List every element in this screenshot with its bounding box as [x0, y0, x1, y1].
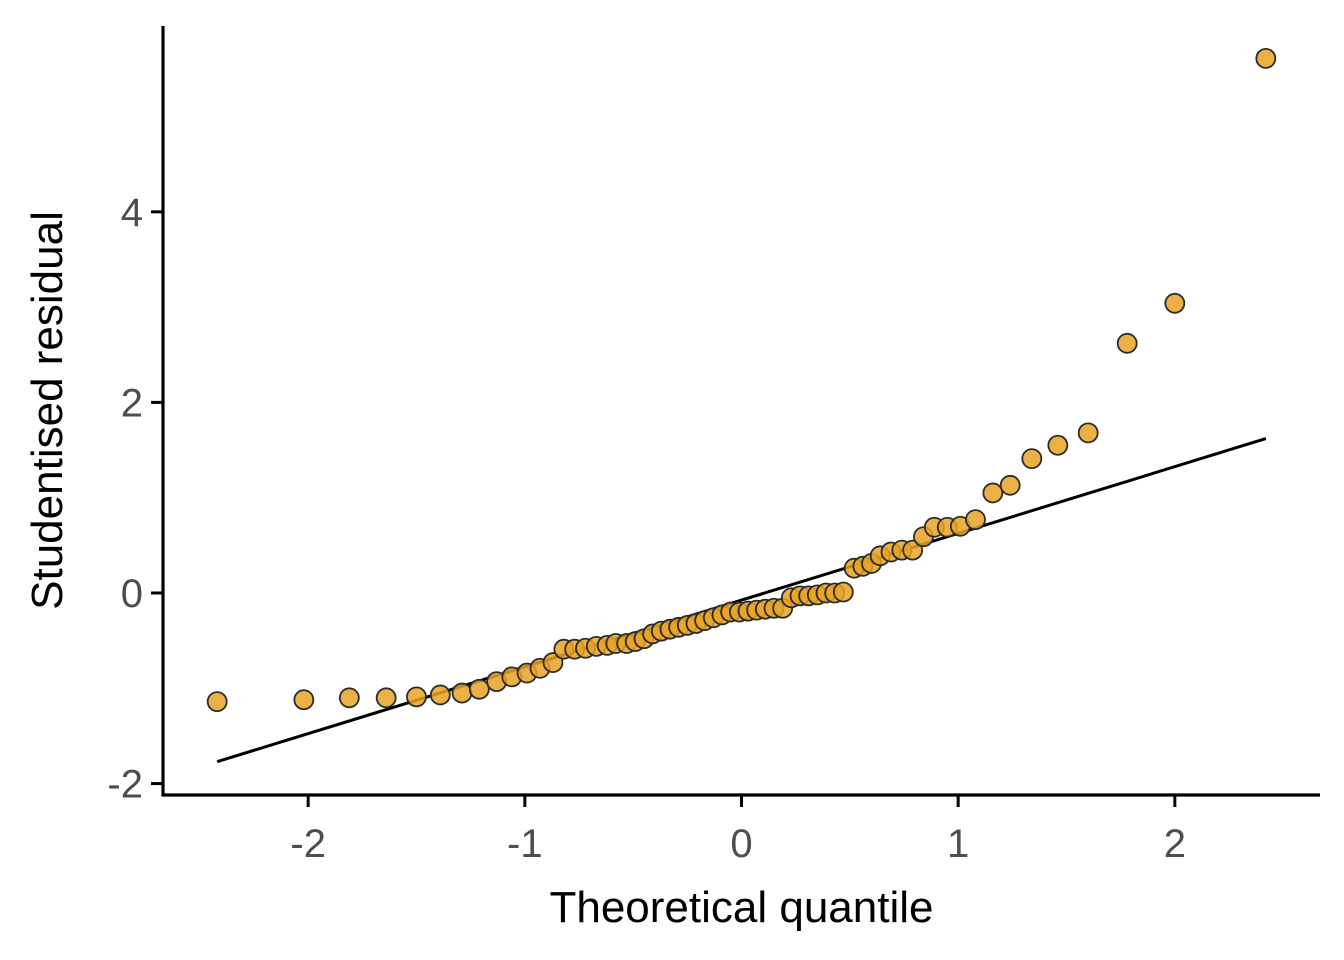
data-point — [902, 539, 924, 561]
x-tick-label: 0 — [730, 822, 752, 866]
data-point — [1255, 47, 1277, 69]
data-point — [1077, 422, 1099, 444]
data-point — [375, 687, 397, 709]
data-point — [542, 652, 564, 673]
data-point — [206, 691, 228, 713]
data-point — [429, 684, 451, 706]
data-point — [338, 687, 360, 709]
y-tick-label: -2 — [107, 763, 143, 807]
data-point — [406, 686, 427, 708]
plot-area — [206, 47, 1277, 764]
data-point — [1164, 292, 1186, 314]
x-tick-label: -2 — [290, 822, 326, 866]
data-point — [451, 682, 473, 704]
data-point — [1021, 448, 1043, 470]
x-axis-ticks: -2 -1 0 1 2 — [290, 795, 1186, 866]
data-point — [293, 689, 315, 711]
data-point — [468, 678, 490, 700]
reference-line — [216, 437, 1267, 764]
y-axis-title: Studentised residual — [23, 211, 72, 610]
y-tick-label: 2 — [121, 381, 143, 425]
x-axis-title: Theoretical quantile — [549, 883, 933, 932]
data-point — [999, 474, 1021, 496]
x-tick-label: -1 — [507, 822, 543, 866]
y-axis-ticks: -2 0 2 4 — [107, 191, 163, 807]
data-point — [1047, 434, 1069, 456]
data-point — [982, 482, 1004, 504]
data-point — [965, 509, 986, 531]
x-tick-label: 1 — [947, 822, 969, 866]
data-point — [832, 581, 854, 603]
y-tick-label: 0 — [121, 572, 143, 616]
y-tick-label: 4 — [121, 191, 143, 235]
data-point — [1116, 332, 1138, 354]
x-tick-label: 2 — [1164, 822, 1186, 866]
